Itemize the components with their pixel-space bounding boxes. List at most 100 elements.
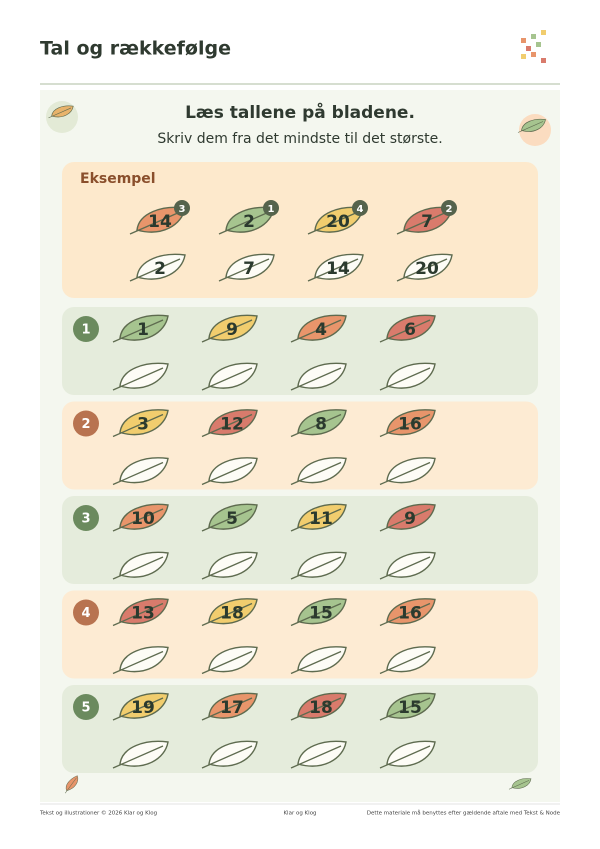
leaf [379,314,436,343]
leaf-stem [201,461,253,486]
leaf-stem [112,413,164,438]
leaf-number: 4 [315,320,327,340]
answer-number: 7 [243,259,255,279]
rank-number: 1 [268,204,275,215]
leaf [290,457,347,486]
rank-badge [441,200,457,216]
leaf [290,503,347,532]
leaf [112,314,169,343]
leaf-stem [379,556,431,580]
leaf-stem [201,650,253,675]
rank-number: 2 [446,204,453,215]
leaf [201,503,258,532]
leaf-number: 16 [398,604,422,624]
leaf-number: 10 [131,509,155,529]
leaf [508,778,532,790]
leaf-number: 19 [131,698,155,718]
leaf [379,740,436,769]
leaf-body [65,775,79,792]
leaf-number: 12 [220,415,244,435]
leaf-stem [379,319,431,343]
leaf-stem [112,602,164,627]
leaf-stem [290,508,342,532]
leaf-stem [396,258,448,282]
leaf [290,409,347,438]
leaf-stem [48,107,72,119]
leaf-number: 14 [148,212,172,232]
leaf [396,253,453,282]
leaf-number: 13 [131,604,155,624]
leaf-stem [201,319,253,343]
footer-right: Dette materiale må benyttes efter gælden… [367,810,561,817]
leaf-stem [508,780,530,790]
exercise-badge [73,694,99,720]
leaf [112,646,169,675]
leaf [517,118,546,133]
leaf [290,692,347,721]
leaf [201,646,258,675]
leaf-stem [201,602,253,627]
leaf-stem [379,367,431,391]
leaf [201,314,258,343]
leaf [307,253,364,282]
leaf [201,362,258,391]
leaf [290,362,347,391]
exercise-badge [73,599,99,626]
leaf-stem [201,697,253,721]
leaf [112,457,169,486]
leaf-stem [379,602,431,627]
rank-badge [263,200,279,216]
rank-number: 4 [357,204,364,215]
leaf-number: 8 [315,415,327,435]
exercise-number: 1 [81,323,90,338]
leaf-number: 17 [220,698,244,718]
leaf [290,598,347,627]
leaf-number: 3 [137,415,149,435]
leaf-stem [379,461,431,486]
leaf-stem [379,650,431,675]
leaf [201,457,258,486]
instruction-subheading: Skriv dem fra det mindste til det størst… [157,131,442,147]
exercise-badge [73,316,99,342]
leaf [201,692,258,721]
leaf [290,740,347,769]
leaf [112,551,169,580]
leaf-stem [290,367,342,391]
leaf-stem [112,508,164,532]
leaf-number: 9 [404,509,416,529]
leaf [379,598,436,627]
leaf-stem [307,258,359,282]
leaf [112,409,169,438]
leaf [379,362,436,391]
page-title: Tal og rækkefølge [40,38,231,60]
leaf-stem [290,745,342,769]
footer-center: Klar og Klog [283,811,316,817]
leaf [48,105,74,119]
leaf-number: 16 [398,415,422,435]
leaf-stem [201,367,253,391]
answer-number: 2 [154,259,166,279]
exercise-badge [73,410,99,437]
leaf-number: 5 [226,509,238,529]
leaf-number: 11 [309,509,333,529]
leaf-number: 6 [404,320,416,340]
leaf [201,598,258,627]
leaf-stem [379,745,431,769]
leaf [218,253,275,282]
exercise-number: 3 [81,512,90,527]
leaf [290,314,347,343]
leaf-number: 15 [398,698,422,718]
leaf [379,551,436,580]
leaf-stem [201,745,253,769]
exercise-badge [73,505,99,531]
leaf [64,775,79,794]
leaf-number: 1 [137,320,149,340]
leaf [201,551,258,580]
leaf-number: 7 [421,212,433,232]
exercise-number: 4 [81,606,90,621]
leaf-stem [307,211,359,235]
logo [521,30,546,63]
leaf-stem [64,777,77,794]
